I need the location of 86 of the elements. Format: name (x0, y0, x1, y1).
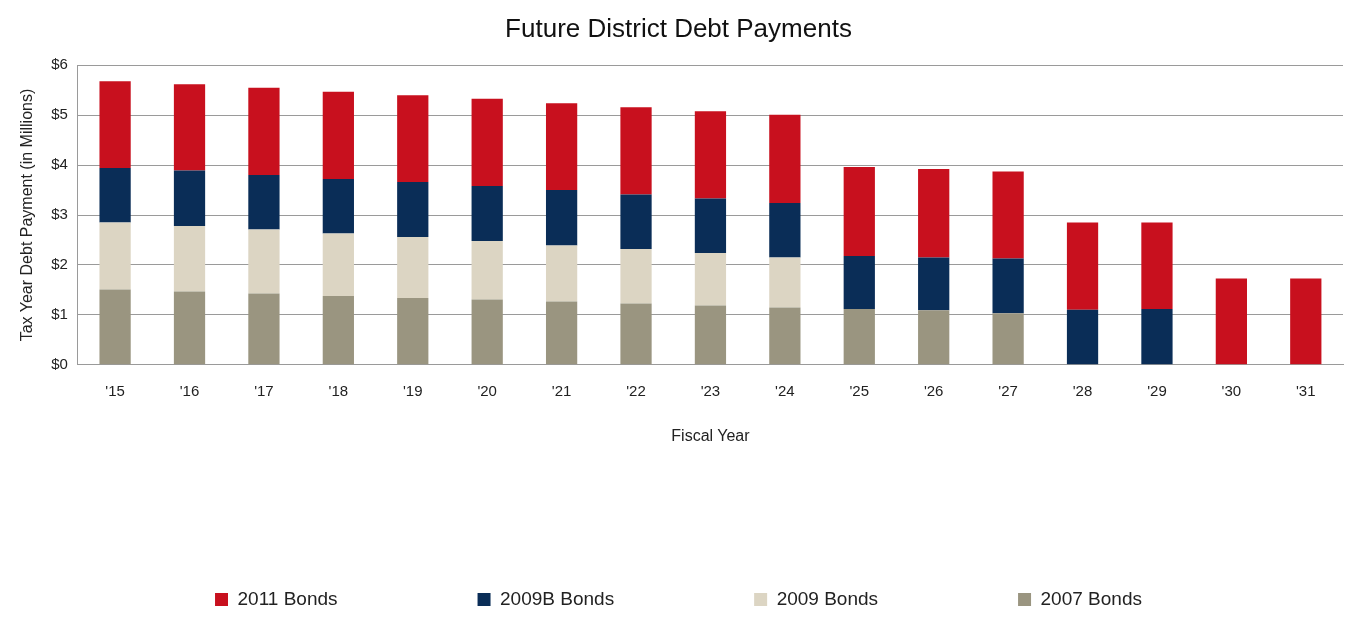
bar (173, 84, 206, 171)
bar (173, 225, 206, 292)
bar (769, 203, 801, 258)
bar (918, 257, 950, 311)
bar (620, 194, 652, 249)
x-tick-label: '17 (254, 381, 274, 399)
x-tick-label: '28 (1072, 381, 1093, 399)
legend-label: 2011 Bonds (237, 587, 338, 609)
bar (248, 293, 280, 365)
bar (694, 252, 727, 306)
x-tick-label: '25 (849, 381, 870, 399)
bar (843, 308, 875, 365)
bar (471, 299, 503, 365)
bar (471, 240, 503, 300)
bar (248, 229, 280, 294)
bar (1215, 278, 1247, 365)
x-tick-label: '29 (1147, 381, 1167, 399)
bar (1066, 222, 1099, 310)
bar (545, 103, 578, 191)
bar (397, 95, 429, 183)
bar (471, 98, 503, 187)
bar (992, 171, 1024, 259)
bar (545, 301, 578, 365)
bar (1141, 308, 1173, 365)
bar (99, 222, 131, 290)
legend-label: 2009 Bonds (776, 587, 879, 609)
x-tick-label: '20 (477, 381, 497, 399)
bar (620, 248, 652, 304)
x-tick-label: '31 (1296, 381, 1316, 399)
bar (397, 297, 429, 365)
bar (620, 303, 652, 365)
x-axis-title: Fiscal Year (671, 426, 751, 444)
bar (471, 186, 503, 241)
y-tick-label: $3 (51, 205, 68, 223)
x-tick-label: '23 (700, 381, 721, 399)
bar (248, 175, 280, 230)
y-axis-title: Tax Year Debt Payment (in Millions) (18, 88, 36, 342)
bar (322, 233, 354, 296)
bar (843, 167, 875, 256)
bar (694, 111, 727, 199)
x-tick-label: '16 (179, 381, 200, 399)
x-tick-label: '30 (1221, 381, 1242, 399)
legend-label: 2009B Bonds (500, 587, 615, 609)
bar (322, 179, 354, 234)
bar (843, 255, 875, 309)
legend-label: 2007 Bonds (1040, 587, 1142, 609)
bar (322, 91, 354, 180)
x-tick-label: '15 (105, 381, 125, 399)
bar (173, 291, 206, 365)
y-tick-label: $5 (51, 105, 68, 123)
bar (99, 168, 131, 223)
bar (918, 169, 950, 258)
bar (992, 258, 1024, 314)
bar (1141, 222, 1173, 309)
x-tick-label: '26 (923, 381, 944, 399)
bar (397, 182, 429, 237)
x-tick-label: '18 (328, 381, 349, 399)
bar (322, 295, 354, 365)
bar (545, 190, 578, 246)
bar (992, 313, 1024, 365)
bar (99, 81, 131, 169)
bar (694, 305, 727, 365)
bar (397, 236, 429, 298)
bar (173, 170, 206, 226)
bar (248, 87, 280, 176)
x-tick-label: '22 (626, 381, 646, 399)
bar (769, 114, 801, 204)
y-tick-label: $2 (51, 255, 68, 273)
y-tick-label: $6 (51, 55, 68, 73)
y-tick-label: $1 (51, 305, 68, 323)
bar (918, 310, 950, 365)
x-tick-label: '19 (402, 381, 423, 399)
x-tick-label: '24 (775, 381, 795, 399)
bar (99, 289, 131, 365)
bar (694, 198, 727, 253)
bar (620, 107, 652, 195)
bar (769, 257, 801, 308)
chart-title: Future District Debt Payments (505, 12, 852, 43)
y-tick-label: $4 (51, 155, 68, 173)
bar (545, 245, 578, 302)
x-tick-label: '21 (551, 381, 572, 399)
x-tick-label: '27 (998, 381, 1018, 399)
bar (1290, 278, 1322, 365)
bar (1066, 309, 1099, 365)
bar (769, 307, 801, 365)
y-tick-label: $0 (51, 354, 68, 372)
